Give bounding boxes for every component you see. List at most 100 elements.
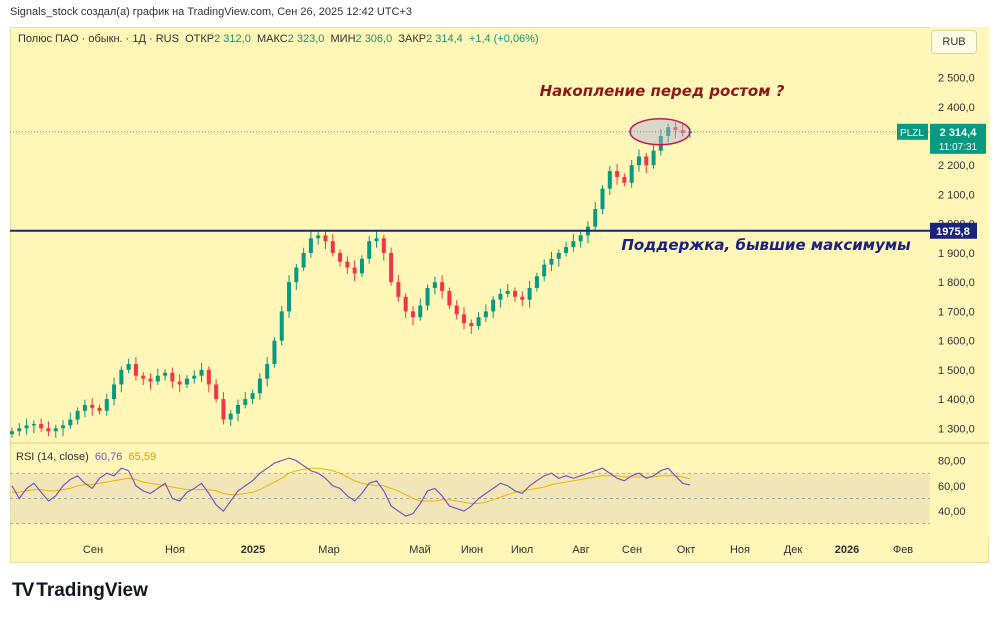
candle-body [199,369,204,376]
candle-body [418,305,423,318]
candle-body [39,423,44,429]
candle-body [243,399,248,405]
candle-body [556,252,561,259]
candle-body [177,381,182,385]
candle-body [82,404,87,411]
rsi-band-fill [10,473,930,524]
high-value: 2 323,0 [287,33,325,45]
support-price-label: 1975,8 [936,226,970,238]
time-axis-label: Сен [83,544,103,556]
price-tick-label: 1 700,0 [938,306,975,318]
candle-body [272,340,277,364]
candle-body [250,393,255,400]
chart-attribution: Signals_stock создал(а) график на Tradin… [10,6,413,18]
accumulation-ellipse [629,118,691,146]
candle-body [651,150,656,166]
price-tick-label: 2 100,0 [938,189,975,201]
rsi-line [11,457,691,517]
rsi-ma-line [12,467,691,504]
candle-body [658,136,663,151]
candle-body [265,364,270,379]
candle-body [381,238,386,253]
close-label: ЗАКР [398,33,427,45]
candle-body [542,264,547,277]
candle-body [31,423,36,426]
candle-body [301,252,306,268]
candle-body [46,428,51,432]
candle-body [192,375,197,379]
symbol-legend: Полюс ПАО · обыкн. · 1Д · RUS ОТКР2 312,… [18,33,539,45]
rsi-tick-label: 80,00 [938,456,966,468]
candle-body [17,428,22,432]
time-axis-label: Фев [893,544,913,556]
candle-body [666,127,671,136]
time-axis-label: Дек [784,544,803,556]
time-axis-label: Ноя [730,544,750,556]
rsi-ma-value: 65,59 [128,451,157,463]
candle-body [206,369,211,385]
candle-body [257,378,262,394]
candle-body [9,431,15,435]
candle-body [141,375,146,379]
annotation-support: Поддержка, бывшие максимумы [621,236,911,254]
ticker-label: PLZL [900,128,924,139]
change-value: +1,4 (+0,06%) [468,33,539,45]
candle-body [476,317,481,326]
time-axis-label: Сен [622,544,642,556]
symbol-title: Полюс ПАО · обыкн. · 1Д · RUS [18,33,179,45]
candle-body [403,296,408,312]
price-tick-label: 1 400,0 [938,394,975,406]
price-tick-label: 1 300,0 [938,423,975,435]
candle-body [454,305,459,315]
low-label: МИН [330,33,356,45]
candle-body [571,241,576,248]
candle-body [221,399,226,420]
price-tick-label: 1 900,0 [938,248,975,260]
candle-body [104,399,109,411]
candle-body [673,127,678,131]
candle-body [214,384,219,400]
last-price-label: 2 314,4 [940,127,978,139]
candle-body [432,282,437,288]
candle-body [338,252,343,262]
candle-body [75,410,80,420]
time-axis-label: Окт [677,544,696,556]
candle-body [155,375,160,382]
rsi-tick-label: 60,00 [938,481,966,493]
candle-body [170,372,175,382]
candle-body [629,165,634,183]
brand-name: TradingView [36,580,148,601]
candle-body [593,209,598,227]
price-tick-label: 2 200,0 [938,160,975,172]
ticker-tag [897,123,928,140]
candle-body [228,413,233,420]
candle-body [345,261,350,268]
candle-body [461,314,467,324]
time-axis-label: Ноя [165,544,185,556]
candle-body [61,425,66,429]
rsi-tick-label: 40,00 [938,506,966,518]
last-price-tag [930,123,986,154]
candle-body [483,311,488,318]
tradingview-brand[interactable]: TV TradingView [12,580,148,602]
candle-body [410,311,415,318]
price-axis[interactable] [930,27,989,537]
candle-body [323,235,328,242]
time-axis-label: Май [409,544,431,556]
candle-body [235,404,241,414]
candle-body [447,290,452,306]
candle-body [287,282,292,312]
candle-body [534,276,539,288]
close-value: 2 314,4 [426,33,463,45]
time-axis-label: Июл [511,544,533,556]
candle-body [527,288,532,300]
time-axis-label: 2025 [241,544,265,556]
time-axis-label: 2026 [835,544,859,556]
currency-button[interactable]: RUB [931,30,977,54]
price-tick-label: 1 600,0 [938,336,975,348]
rsi-label: RSI (14, close) [16,451,89,463]
candle-body [163,372,168,376]
candle-body [112,384,117,400]
candle-body [622,176,627,183]
